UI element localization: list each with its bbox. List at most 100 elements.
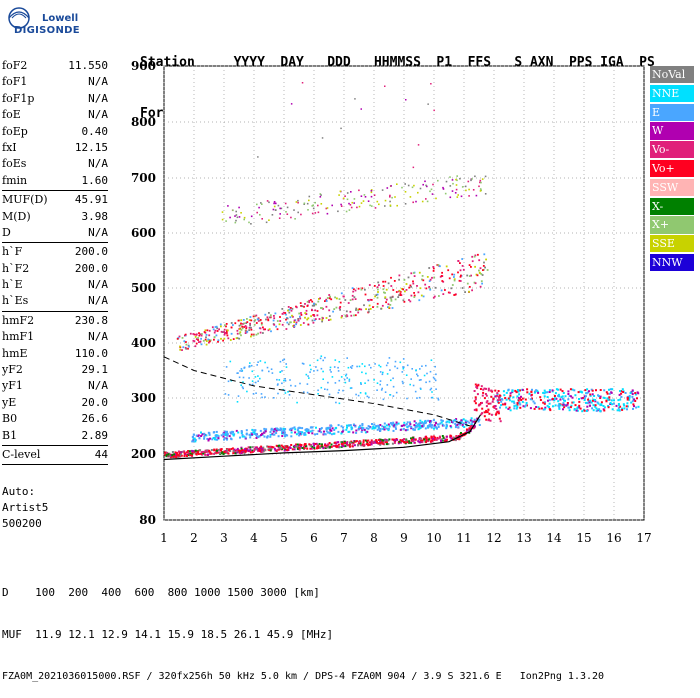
scatter-mark (427, 103, 429, 105)
trace-mark (309, 444, 312, 447)
trace-mark (249, 451, 252, 454)
second-hop-mark (293, 325, 296, 328)
oblique-echo-mark (455, 424, 457, 427)
trace-mark (449, 436, 452, 439)
oblique-echo-mark (251, 428, 254, 431)
trace-mark (240, 446, 243, 449)
third-hop-mark (390, 185, 392, 187)
trace-mark (432, 438, 434, 440)
oblique-echo-mark (606, 392, 609, 395)
oblique-echo-mark (237, 395, 240, 397)
trace-mark (223, 451, 226, 454)
trace-mark (238, 452, 241, 455)
oblique-echo-mark (588, 390, 590, 393)
param-label: hmF2 (2, 313, 35, 327)
trace-mark (220, 449, 222, 452)
oblique-echo-mark (284, 380, 287, 382)
third-hop-mark (268, 219, 270, 221)
trace-mark (251, 449, 254, 452)
oblique-echo-mark (564, 399, 566, 402)
second-hop-mark (398, 294, 400, 296)
second-hop-mark (459, 280, 462, 282)
third-hop-mark (278, 217, 281, 219)
second-hop-mark (300, 305, 302, 307)
second-hop-mark (248, 329, 251, 331)
second-hop-mark (311, 304, 314, 307)
param-row: h`F 200.0 (2, 244, 108, 260)
oblique-echo-mark (589, 394, 592, 397)
trace-mark (251, 450, 254, 453)
trace-mark (410, 437, 412, 440)
trace-mark (441, 435, 444, 437)
third-hop-mark (381, 189, 384, 191)
oblique-echo-mark (217, 435, 220, 438)
oblique-echo-mark (426, 372, 428, 375)
trace-mark (349, 443, 351, 446)
oblique-echo-mark (626, 408, 628, 411)
oblique-echo-mark (309, 364, 311, 367)
trace-mark (194, 449, 197, 452)
oblique-echo-mark (331, 376, 334, 378)
oblique-echo-mark (240, 384, 242, 386)
third-hop-mark (378, 203, 380, 206)
second-hop-mark (339, 301, 342, 304)
oblique-echo-mark (571, 396, 574, 399)
second-hop-mark (313, 314, 315, 316)
oblique-echo-mark (238, 376, 241, 379)
third-hop-mark (431, 193, 434, 195)
oblique-echo-mark (337, 424, 340, 427)
oblique-echo-mark (304, 433, 307, 436)
second-hop-mark (350, 314, 353, 317)
oblique-echo-mark (461, 423, 464, 426)
trace-mark (455, 437, 458, 440)
second-hop-mark (426, 276, 429, 278)
oblique-echo-mark (596, 408, 599, 411)
oblique-echo-mark (551, 398, 554, 401)
trace-mark (209, 452, 212, 455)
third-hop-mark (409, 196, 412, 198)
second-hop-mark (357, 311, 360, 314)
oblique-echo-mark (252, 393, 255, 395)
trace-mark (176, 454, 179, 457)
trace-mark (328, 446, 331, 449)
param-label: yE (2, 395, 17, 409)
oblique-echo-mark (581, 410, 584, 413)
third-hop-mark (320, 194, 322, 196)
oblique-echo-mark (420, 422, 423, 425)
oblique-echo-mark (264, 396, 266, 398)
oblique-echo-mark (381, 387, 383, 390)
oblique-echo-mark (596, 401, 599, 404)
oblique-echo-mark (544, 391, 547, 394)
oblique-echo-mark (569, 388, 572, 391)
second-hop-mark (449, 291, 451, 294)
second-hop-mark (250, 335, 252, 338)
second-hop-mark (287, 306, 290, 308)
third-hop-mark (454, 192, 457, 194)
third-hop-mark (360, 195, 363, 197)
oblique-echo-mark (575, 409, 578, 412)
oblique-echo-mark (224, 437, 226, 440)
oblique-echo-mark (511, 390, 514, 393)
second-hop-mark (257, 320, 260, 322)
second-hop-mark (289, 307, 292, 309)
second-hop-mark (305, 312, 307, 315)
oblique-echo-mark (392, 377, 394, 380)
oblique-echo-mark (249, 436, 252, 439)
second-hop-mark (195, 338, 198, 340)
oblique-echo-mark (617, 407, 620, 410)
second-hop-mark (265, 318, 267, 321)
oblique-echo-mark (573, 389, 576, 392)
oblique-echo-mark (358, 426, 361, 429)
oblique-echo-mark (256, 364, 258, 366)
oblique-echo-mark (521, 388, 524, 391)
oblique-echo-mark (401, 371, 404, 373)
second-hop-mark (281, 313, 284, 315)
oblique-echo-mark (548, 399, 551, 402)
oblique-echo-mark (415, 369, 417, 371)
scatter-mark (417, 144, 420, 146)
oblique-echo-mark (425, 364, 427, 367)
second-hop-mark (199, 333, 202, 336)
oblique-echo-mark (497, 390, 500, 392)
oblique-echo-mark (315, 426, 317, 429)
second-hop-mark (246, 321, 249, 323)
